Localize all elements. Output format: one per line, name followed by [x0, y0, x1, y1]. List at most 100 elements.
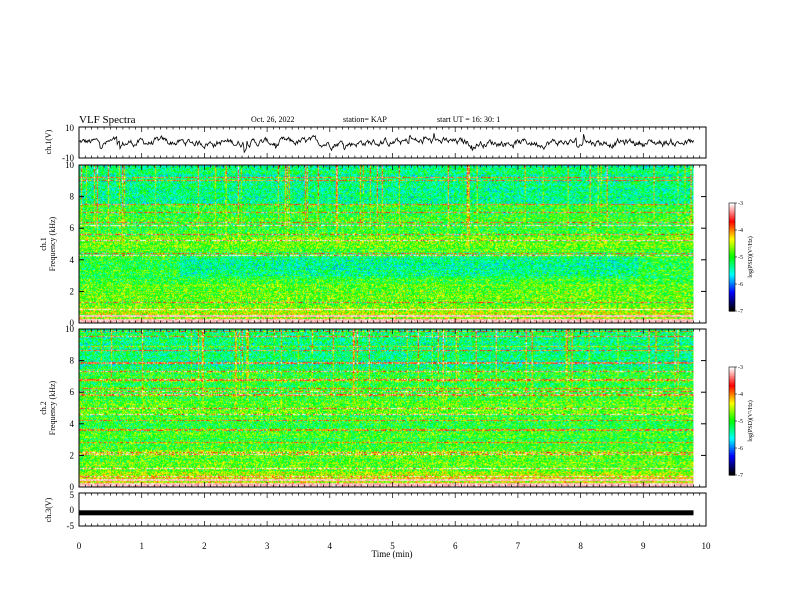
x-tick-label: 0: [77, 541, 82, 551]
ch1-spectrogram-panel: 0 2 4 6 8 10 ch.1 Frequency (kHz): [39, 160, 707, 328]
x-tick-label: 9: [641, 541, 646, 551]
ch1-waveform-line: [78, 133, 694, 154]
ch2-colorbar-swatch: [729, 406, 735, 409]
ch2-colorbar-swatch: [729, 449, 735, 453]
ch2-colorbar-label: log(PSD)(V²/Hz): [747, 400, 754, 441]
ch2-colorbar-swatch: [729, 377, 735, 381]
ch2-colorbar-swatch: [729, 412, 735, 415]
ch1-colorbar-swatch: [729, 210, 735, 213]
ch1-colorbar-swatch: [729, 221, 735, 224]
ch2-colorbar-swatch: [729, 433, 735, 436]
ch1-colorbar-swatch: [729, 230, 735, 233]
ch2-colorbar: -3 -4 -5 -6 -7 log(PSD)(V²/Hz): [728, 365, 754, 479]
ch2-spectrogram-panel: 0 2 4 6 8 10 ch.2 Frequency (kHz): [39, 324, 707, 492]
ch1-colorbar-swatch: [729, 264, 735, 267]
ch2-colorbar-swatch: [729, 372, 735, 375]
ch1-colorbar-swatch: [729, 260, 735, 263]
x-tick-label: 6: [453, 541, 458, 551]
ch2-spectrogram-ylabel-channel: ch.2: [39, 401, 48, 415]
ch1-colorbar-swatch: [729, 217, 735, 220]
ch2-colorbar-swatch: [729, 446, 735, 449]
ch2-colorbar-swatch: [729, 462, 735, 465]
ch1-ytick-top: 10: [65, 123, 75, 133]
ch1-colorbar-swatch: [729, 309, 735, 312]
ch1-voltage-panel: 10 -10 ch.1(V): [44, 123, 707, 163]
ch1-colorbar-swatch: [729, 302, 735, 305]
ch2-colorbar-swatch: [729, 404, 735, 408]
ch2-colorbar-tick: -4: [738, 392, 743, 398]
ch2-spectrogram-ytick-label: 2: [70, 450, 75, 460]
ch1-colorbar-swatch: [729, 208, 735, 211]
ch2-colorbar-swatch: [729, 426, 735, 429]
ch2-colorbar-swatch: [729, 408, 735, 411]
ch2-colorbar-swatch: [729, 383, 735, 386]
header-date: Oct. 26, 2022: [251, 115, 295, 124]
ch1-colorbar-swatch: [729, 226, 735, 229]
ch1-colorbar-swatch: [729, 222, 735, 226]
ch1-colorbar-swatch: [729, 298, 735, 301]
ch2-colorbar-swatch: [729, 374, 735, 377]
x-tick-label: 10: [702, 541, 712, 551]
ch1-colorbar-swatch: [729, 284, 735, 287]
ch1-colorbar-swatch: [729, 291, 735, 294]
ch1-colorbar-swatch: [729, 296, 735, 299]
ch2-colorbar-swatch: [729, 428, 735, 431]
x-tick-label: 1: [139, 541, 144, 551]
ch1-colorbar-swatch: [729, 251, 735, 254]
ch2-colorbar-swatch: [729, 437, 735, 440]
ch1-colorbar-swatch: [729, 267, 735, 271]
ch1-colorbar-swatch: [729, 246, 735, 249]
ch1-colorbar-swatch: [729, 262, 735, 265]
ch1-colorbar-swatch: [729, 239, 735, 242]
ch1-spectrogram-yticks: 0 2 4 6 8 10: [65, 160, 706, 328]
ch2-spectrogram-ytick-label: 10: [65, 324, 75, 334]
ch1-colorbar-swatch: [729, 224, 735, 227]
x-tick-label: 8: [578, 541, 583, 551]
ch2-colorbar-swatch: [729, 386, 735, 390]
ch2-colorbar-swatch: [729, 439, 735, 442]
ch2-colorbar-swatch: [729, 417, 735, 420]
ch2-colorbar-swatch: [729, 413, 735, 417]
ch1-colorbar-tick: -6: [738, 282, 743, 288]
ch1-colorbar-swatch: [729, 244, 735, 247]
ch1-colorbar-swatch: [729, 237, 735, 240]
ch1-colorbar-swatch: [729, 287, 735, 290]
ch1-colorbar-tick: -7: [738, 309, 743, 315]
ch1-colorbar-swatch: [729, 282, 735, 285]
ch1-colorbar-label: log(PSD)(V²/Hz): [747, 236, 754, 277]
ch2-colorbar-swatch: [729, 467, 735, 471]
ch1-spectrogram-ytick-label: 10: [65, 160, 75, 170]
ch2-colorbar-swatch: [729, 451, 735, 454]
ch1-spectrogram-ytick-label: 4: [70, 255, 75, 265]
ch1-voltage-ylabel: ch.1(V): [44, 129, 53, 154]
ch1-colorbar-swatch: [729, 271, 735, 274]
ch1-colorbar-swatch: [729, 213, 735, 217]
ch1-colorbar-swatch: [729, 289, 735, 292]
x-tick-label: 2: [202, 541, 207, 551]
ch2-colorbar-tick: -7: [738, 473, 743, 479]
ch1-colorbar-swatch: [729, 307, 735, 310]
ch2-colorbar-swatch: [729, 424, 735, 427]
ch1-colorbar-swatch: [729, 255, 735, 258]
ch1-colorbar-swatch: [729, 276, 735, 280]
ch2-colorbar-swatch: [729, 379, 735, 382]
ch1-colorbar: -3 -4 -5 -6 -7 log(PSD)(V²/Hz): [728, 201, 754, 315]
ch1-colorbar-swatch: [729, 228, 735, 231]
ch2-colorbar-tick: -3: [738, 365, 743, 371]
ch1-colorbar-swatch: [729, 273, 735, 276]
ch2-colorbar-swatch: [729, 471, 735, 474]
ch1-spectrogram-image: [79, 165, 694, 323]
ch2-colorbar-swatch: [729, 430, 735, 433]
ch2-colorbar-swatch: [729, 395, 735, 399]
ch1-colorbar-swatch: [729, 203, 735, 206]
x-tick-label: 7: [516, 541, 521, 551]
ch3-voltage-panel: 5 0 -5 ch.3(V): [44, 490, 707, 531]
ch2-colorbar-swatch: [729, 390, 735, 393]
ch2-colorbar-swatch: [729, 455, 735, 458]
ch1-colorbar-swatch: [729, 206, 735, 209]
x-tick-label: 3: [265, 541, 270, 551]
ch2-colorbar-swatch: [729, 376, 735, 379]
ch2-spectrogram-ytick-label: 4: [70, 419, 75, 429]
ch2-colorbar-swatch: [729, 464, 735, 467]
ch1-colorbar-swatch: [729, 300, 735, 303]
